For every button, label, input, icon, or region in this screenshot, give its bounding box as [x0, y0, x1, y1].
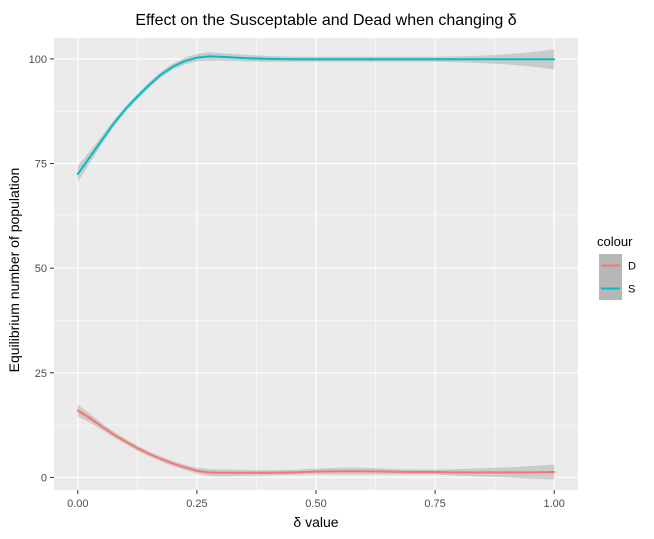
y-tick-label: 100: [29, 54, 47, 66]
grid-major: [54, 38, 578, 490]
legend-title: colour: [597, 234, 633, 249]
x-tick-label: 0.00: [67, 498, 88, 510]
legend-entries: DS: [599, 254, 636, 300]
x-tick-label: 1.00: [543, 498, 564, 510]
chart-title: Effect on the Susceptable and Dead when …: [135, 12, 516, 29]
series-line-S: [76, 55, 556, 175]
x-tick-label: 0.25: [186, 498, 207, 510]
y-tick-label: 75: [35, 159, 47, 171]
y-axis-ticks: 0 25 50 75 100: [29, 54, 54, 484]
y-tick-label: 25: [35, 368, 47, 380]
legend: colour DS: [597, 234, 636, 300]
series-lines: [76, 55, 556, 474]
x-tick-label: 0.75: [424, 498, 445, 510]
x-tick-label: 0.50: [305, 498, 326, 510]
series-line-D: [76, 409, 556, 474]
y-axis-label: Equilibrium number of population: [6, 168, 22, 373]
legend-label-D: D: [628, 261, 636, 273]
x-axis-label: δ value: [293, 514, 338, 530]
y-tick-label: 0: [41, 472, 47, 484]
legend-label-S: S: [628, 284, 635, 296]
x-axis-ticks: 0.00 0.25 0.50 0.75 1.00: [67, 490, 565, 510]
ribbon-S: [77, 49, 555, 183]
y-tick-label: 50: [35, 263, 47, 275]
